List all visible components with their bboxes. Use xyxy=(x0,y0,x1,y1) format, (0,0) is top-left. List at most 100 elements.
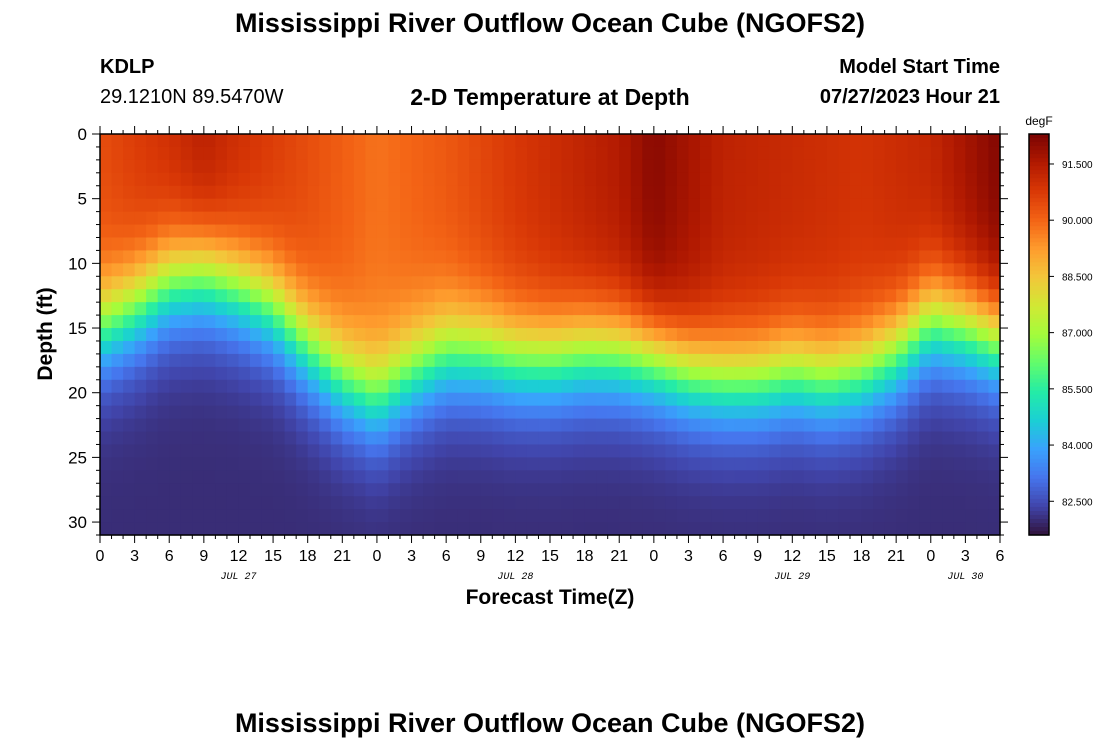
heatmap-cell xyxy=(573,315,586,329)
heatmap-cell xyxy=(238,340,251,355)
heatmap-cell xyxy=(250,276,263,290)
heatmap-cell xyxy=(469,509,482,523)
heatmap-cell xyxy=(365,211,378,226)
heatmap-cell xyxy=(273,328,286,342)
heatmap-cell xyxy=(273,237,286,252)
heatmap-cell xyxy=(630,159,643,174)
heatmap-cell xyxy=(469,263,482,277)
colorbar-tick-label: 88.500 xyxy=(1062,272,1093,283)
heatmap-cell xyxy=(676,237,690,252)
heatmap-cell xyxy=(976,302,990,316)
heatmap-cell xyxy=(619,392,632,407)
heatmap-cell xyxy=(965,289,978,303)
heatmap-cell xyxy=(503,134,516,148)
heatmap-cell xyxy=(907,237,920,252)
heatmap-cell xyxy=(215,457,228,471)
heatmap-cell xyxy=(330,224,343,239)
heatmap-cell xyxy=(815,302,828,316)
heatmap-cell xyxy=(550,315,563,329)
heatmap-cell xyxy=(100,340,113,355)
colorbar-segment xyxy=(1029,258,1049,263)
heatmap-cell xyxy=(815,289,828,303)
heatmap-cell xyxy=(250,444,263,458)
heatmap-cell xyxy=(792,366,805,381)
heatmap-cell xyxy=(330,302,343,316)
heatmap-cell xyxy=(619,379,632,394)
heatmap-cell xyxy=(261,315,274,329)
heatmap-cell xyxy=(723,418,736,433)
heatmap-cell xyxy=(953,134,966,148)
heatmap-cell xyxy=(711,340,724,355)
colorbar-segment xyxy=(1029,338,1049,344)
heatmap-cell xyxy=(873,224,886,239)
heatmap-cell xyxy=(342,328,355,342)
heatmap-cell xyxy=(215,522,228,536)
heatmap-cell xyxy=(388,263,401,277)
heatmap-cell xyxy=(411,340,424,355)
heatmap-cell xyxy=(953,224,966,239)
heatmap-cell xyxy=(238,431,251,446)
heatmap-cell xyxy=(976,211,990,226)
heatmap-cell xyxy=(826,172,840,187)
heatmap-cell xyxy=(446,172,459,187)
heatmap-cell xyxy=(596,198,609,213)
heatmap-cell xyxy=(526,263,540,277)
heatmap-cell xyxy=(734,289,747,303)
heatmap-cell xyxy=(342,405,355,420)
heatmap-cell xyxy=(573,263,586,277)
heatmap-cell xyxy=(965,237,978,252)
heatmap-cell xyxy=(584,379,597,394)
heatmap-cell xyxy=(400,289,413,303)
heatmap-cell xyxy=(688,509,701,523)
heatmap-cell xyxy=(434,328,447,342)
heatmap-cell xyxy=(169,328,182,342)
heatmap-cell xyxy=(538,496,551,510)
heatmap-cell xyxy=(780,250,793,264)
colorbar-segment xyxy=(1029,138,1049,143)
heatmap-cell xyxy=(573,418,586,433)
heatmap-cell xyxy=(723,379,736,394)
heatmap-cell xyxy=(861,328,874,342)
heatmap-cell xyxy=(665,289,678,303)
heatmap-cell xyxy=(769,353,782,368)
heatmap-cell xyxy=(238,263,251,277)
heatmap-cell xyxy=(100,146,113,161)
heatmap-cell xyxy=(896,315,909,329)
heatmap-cell xyxy=(676,431,690,446)
heatmap-cell xyxy=(180,470,193,484)
heatmap-cell xyxy=(134,134,147,148)
heatmap-cell xyxy=(457,146,470,161)
heatmap-cell xyxy=(400,392,413,407)
heatmap-cell xyxy=(226,237,240,252)
heatmap-cell xyxy=(457,315,470,329)
heatmap-cell xyxy=(192,224,205,239)
heatmap-cell xyxy=(446,366,459,381)
heatmap-cell xyxy=(111,302,124,316)
colorbar-segment xyxy=(1029,142,1049,147)
heatmap-cell xyxy=(596,328,609,342)
heatmap-cell xyxy=(630,483,643,497)
heatmap-cell xyxy=(469,392,482,407)
heatmap-cell xyxy=(861,522,874,536)
heatmap-cell xyxy=(515,237,528,252)
heatmap-cell xyxy=(123,237,136,252)
heatmap-cell xyxy=(296,392,309,407)
heatmap-cell xyxy=(330,496,343,510)
heatmap-cell xyxy=(826,509,840,523)
heatmap-cell xyxy=(550,444,563,458)
heatmap-cell xyxy=(919,263,932,277)
heatmap-cell xyxy=(676,379,690,394)
colorbar-segment xyxy=(1029,230,1049,235)
heatmap-cell xyxy=(180,509,193,523)
heatmap-cell xyxy=(492,496,505,510)
heatmap-cell xyxy=(423,470,436,484)
heatmap-cell xyxy=(423,315,436,329)
heatmap-cell xyxy=(123,340,136,355)
heatmap-cell xyxy=(515,418,528,433)
heatmap-cell xyxy=(780,289,793,303)
heatmap-cell xyxy=(238,457,251,471)
heatmap-cell xyxy=(215,159,228,174)
x-tick-label: 12 xyxy=(230,548,248,565)
heatmap-cell xyxy=(734,457,747,471)
heatmap-cell xyxy=(596,353,609,368)
